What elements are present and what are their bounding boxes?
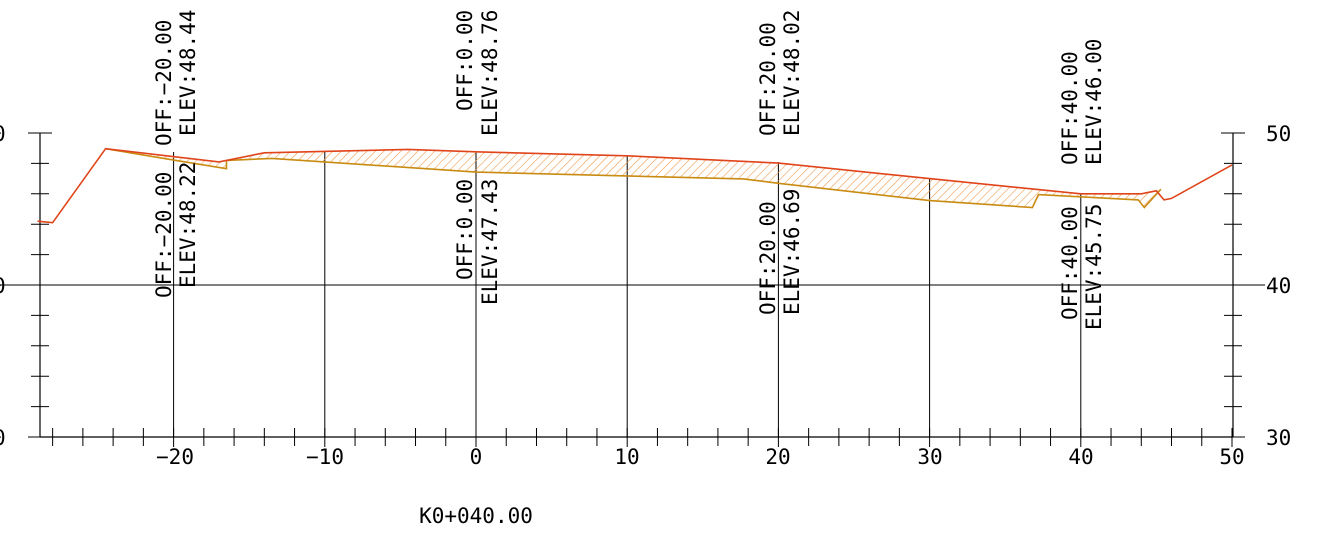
x-tick-label: −10 (306, 445, 344, 469)
top-off-label: OFF:20.00 (756, 22, 780, 136)
y-minor-ticks (28, 132, 1245, 438)
hatch-area-group (105, 148, 1161, 208)
cut-fill-hatch (105, 148, 1161, 208)
bottom-elev-label: ELEV:47.43 (478, 179, 502, 305)
bottom-elev-label: ELEV:48.22 (176, 162, 200, 288)
top-offset-labels: OFF:−20.00 ELEV:48.44 OFF:0.00 ELEV:48.7… (152, 10, 1106, 165)
design-surface-line (37, 147, 1233, 224)
station-label: K0+040.00 (419, 504, 533, 528)
existing-ground-line (105, 147, 1162, 209)
bottom-off-label: OFF:−20.00 (152, 172, 176, 298)
x-tick-label: 40 (1068, 445, 1093, 469)
x-tick-label: 30 (917, 445, 942, 469)
offset-gridlines (173, 152, 1082, 437)
y-tick-label-cropped: 0 (0, 426, 6, 450)
y-tick-labels-left: 0 0 0 (0, 122, 6, 450)
x-tick-label: −20 (156, 445, 194, 469)
bottom-off-label: OFF:20.00 (756, 201, 780, 315)
top-off-label: OFF:0.00 (453, 10, 477, 111)
bottom-off-label: OFF:0.00 (453, 179, 477, 280)
bottom-elev-label: ELEV:46.69 (780, 189, 804, 315)
top-elev-label: ELEV:48.76 (478, 10, 502, 136)
y-tick-labels-right: 50 40 30 (1266, 122, 1291, 450)
top-elev-label: ELEV:48.02 (780, 10, 804, 136)
bottom-offset-labels: OFF:−20.00 ELEV:48.22 OFF:0.00 ELEV:47.4… (152, 162, 1106, 330)
top-elev-label: ELEV:46.00 (1082, 39, 1106, 165)
y-tick-label-cropped: 0 (0, 274, 6, 298)
x-tick-labels: −20 −10 0 10 20 30 40 50 (156, 445, 1245, 469)
bottom-elev-label: ELEV:45.75 (1082, 204, 1106, 330)
y-tick-label-cropped: 0 (0, 122, 6, 146)
y-tick-label: 40 (1266, 274, 1291, 298)
y-tick-label: 50 (1266, 122, 1291, 146)
top-off-label: OFF:40.00 (1058, 51, 1082, 165)
x-minor-ticks (52, 428, 1233, 447)
bottom-off-label: OFF:40.00 (1058, 206, 1082, 320)
axes-group (0, 132, 1265, 447)
y-tick-label: 30 (1266, 426, 1291, 450)
x-tick-label: 10 (614, 445, 639, 469)
top-elev-label: ELEV:48.44 (176, 10, 200, 136)
x-tick-label: 0 (470, 445, 483, 469)
x-tick-label: 20 (765, 445, 790, 469)
x-tick-label: 50 (1219, 445, 1244, 469)
top-off-label: OFF:−20.00 (152, 20, 176, 146)
